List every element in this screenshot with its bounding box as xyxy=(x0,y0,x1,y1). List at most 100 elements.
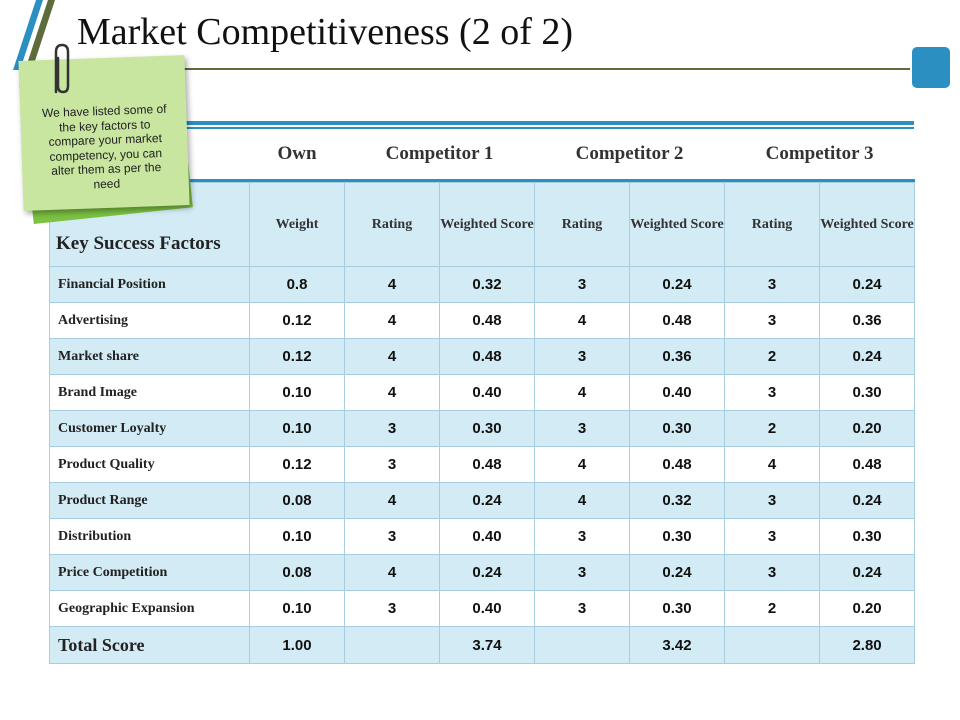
table-cell xyxy=(724,626,821,664)
table-cell: 0.48 xyxy=(629,446,726,483)
table-cell: 4 xyxy=(344,374,440,411)
table-cell: 2.80 xyxy=(819,626,916,664)
table-row: Product Quality 0.12 3 0.48 4 0.48 4 0.48 xyxy=(49,446,916,483)
subheader-weighted-score: Weighted Score xyxy=(819,182,916,267)
subheader-weighted-score: Weighted Score xyxy=(438,182,536,267)
table-cell: 0.24 xyxy=(819,482,916,519)
table-cell: 4 xyxy=(344,266,440,303)
total-row: Total Score 1.00 3.74 3.42 2.80 xyxy=(49,626,916,664)
group-header-competitor-1: Competitor 1 xyxy=(344,129,535,179)
table-row: Brand Image 0.10 4 0.40 4 0.40 3 0.30 xyxy=(49,374,916,411)
table-cell: 0.40 xyxy=(438,518,536,555)
factor-name: Distribution xyxy=(49,518,250,555)
group-header-row: Own Competitor 1 Competitor 2 Competitor… xyxy=(49,129,915,179)
table-row: Customer Loyalty 0.10 3 0.30 3 0.30 2 0.20 xyxy=(49,410,916,447)
table-cell: 3 xyxy=(344,518,440,555)
table-cell: 3 xyxy=(724,266,821,303)
table-row: Distribution 0.10 3 0.40 3 0.30 3 0.30 xyxy=(49,518,916,555)
table-cell: 0.10 xyxy=(249,590,345,627)
table-top-border xyxy=(49,121,914,125)
table-cell: 4 xyxy=(534,482,631,519)
table-cell: 0.12 xyxy=(249,338,345,375)
table-cell: 0.48 xyxy=(438,302,536,339)
table-cell: 0.48 xyxy=(438,446,536,483)
table-cell: 0.24 xyxy=(438,482,536,519)
total-label: Total Score xyxy=(49,626,250,664)
table-cell: 4 xyxy=(344,338,440,375)
table-cell: 0.30 xyxy=(819,374,916,411)
subheader-rating: Rating xyxy=(344,182,440,267)
factor-name: Customer Loyalty xyxy=(49,410,250,447)
factor-name: Price Competition xyxy=(49,554,250,591)
group-header-own: Own xyxy=(249,129,345,179)
group-header-competitor-2: Competitor 2 xyxy=(534,129,725,179)
table-row: Market share 0.12 4 0.48 3 0.36 2 0.24 xyxy=(49,338,916,375)
table-cell: 0.24 xyxy=(629,266,726,303)
table-cell: 0.12 xyxy=(249,446,345,483)
table-cell: 2 xyxy=(724,410,821,447)
table-cell xyxy=(344,626,440,664)
corner-accent-square xyxy=(912,47,950,88)
table-cell: 2 xyxy=(724,590,821,627)
table-cell: 3.74 xyxy=(438,626,536,664)
table-cell: 0.24 xyxy=(819,338,916,375)
table-cell: 4 xyxy=(344,302,440,339)
table-cell: 3 xyxy=(534,266,631,303)
table-cell: 3 xyxy=(724,518,821,555)
sticky-note-text: We have listed some of the key factors t… xyxy=(41,101,167,191)
table-cell: 3 xyxy=(724,482,821,519)
table-cell: 0.32 xyxy=(629,482,726,519)
factor-name: Market share xyxy=(49,338,250,375)
competitiveness-table-wrapper: Own Competitor 1 Competitor 2 Competitor… xyxy=(49,121,916,664)
factor-name: Geographic Expansion xyxy=(49,590,250,627)
table-cell: 0.08 xyxy=(249,482,345,519)
table-cell: 0.24 xyxy=(629,554,726,591)
factor-name: Brand Image xyxy=(49,374,250,411)
table-cell: 4 xyxy=(344,554,440,591)
table-cell: 0.08 xyxy=(249,554,345,591)
subheader-weight: Weight xyxy=(249,182,345,267)
table-cell: 0.10 xyxy=(249,410,345,447)
factor-name: Financial Position xyxy=(49,266,250,303)
table-cell: 0.36 xyxy=(819,302,916,339)
table-cell: 0.24 xyxy=(819,554,916,591)
factor-name: Product Range xyxy=(49,482,250,519)
table-row: Geographic Expansion 0.10 3 0.40 3 0.30 2 0.20 xyxy=(49,590,916,627)
table-cell: 3.42 xyxy=(629,626,726,664)
table-cell: 0.30 xyxy=(438,410,536,447)
table-cell: 3 xyxy=(724,302,821,339)
table-cell: 4 xyxy=(534,446,631,483)
slide-title: Market Competitiveness (2 of 2) xyxy=(77,11,574,53)
table-cell: 0.48 xyxy=(819,446,916,483)
table-cell: 0.32 xyxy=(438,266,536,303)
table-cell: 3 xyxy=(344,410,440,447)
subheader-rating: Rating xyxy=(534,182,631,267)
table-row: Advertising 0.12 4 0.48 4 0.48 3 0.36 xyxy=(49,302,916,339)
table-cell: 0.40 xyxy=(629,374,726,411)
table-cell: 0.48 xyxy=(438,338,536,375)
table-cell: 3 xyxy=(534,338,631,375)
table-cell: 4 xyxy=(534,302,631,339)
subheader-rating: Rating xyxy=(724,182,821,267)
table-cell: 0.48 xyxy=(629,302,726,339)
table-cell: 3 xyxy=(724,554,821,591)
factor-name: Advertising xyxy=(49,302,250,339)
table-cell: 0.40 xyxy=(438,374,536,411)
table-cell: 0.30 xyxy=(819,518,916,555)
table-cell: 0.30 xyxy=(629,590,726,627)
table-cell: 3 xyxy=(534,518,631,555)
table-cell: 0.40 xyxy=(438,590,536,627)
table-cell: 3 xyxy=(534,590,631,627)
decorative-stripes xyxy=(13,0,55,70)
table-cell: 0.30 xyxy=(629,518,726,555)
competitiveness-table: Own Competitor 1 Competitor 2 Competitor… xyxy=(49,129,916,664)
group-divider-row xyxy=(49,179,915,183)
table-cell: 4 xyxy=(534,374,631,411)
table-cell: 4 xyxy=(344,482,440,519)
table-cell: 3 xyxy=(344,446,440,483)
table-cell: 0.20 xyxy=(819,590,916,627)
table-row: Financial Position 0.8 4 0.32 3 0.24 3 0.24 xyxy=(49,266,916,303)
factor-name: Product Quality xyxy=(49,446,250,483)
table-cell: 1.00 xyxy=(249,626,345,664)
table-cell: 0.30 xyxy=(629,410,726,447)
